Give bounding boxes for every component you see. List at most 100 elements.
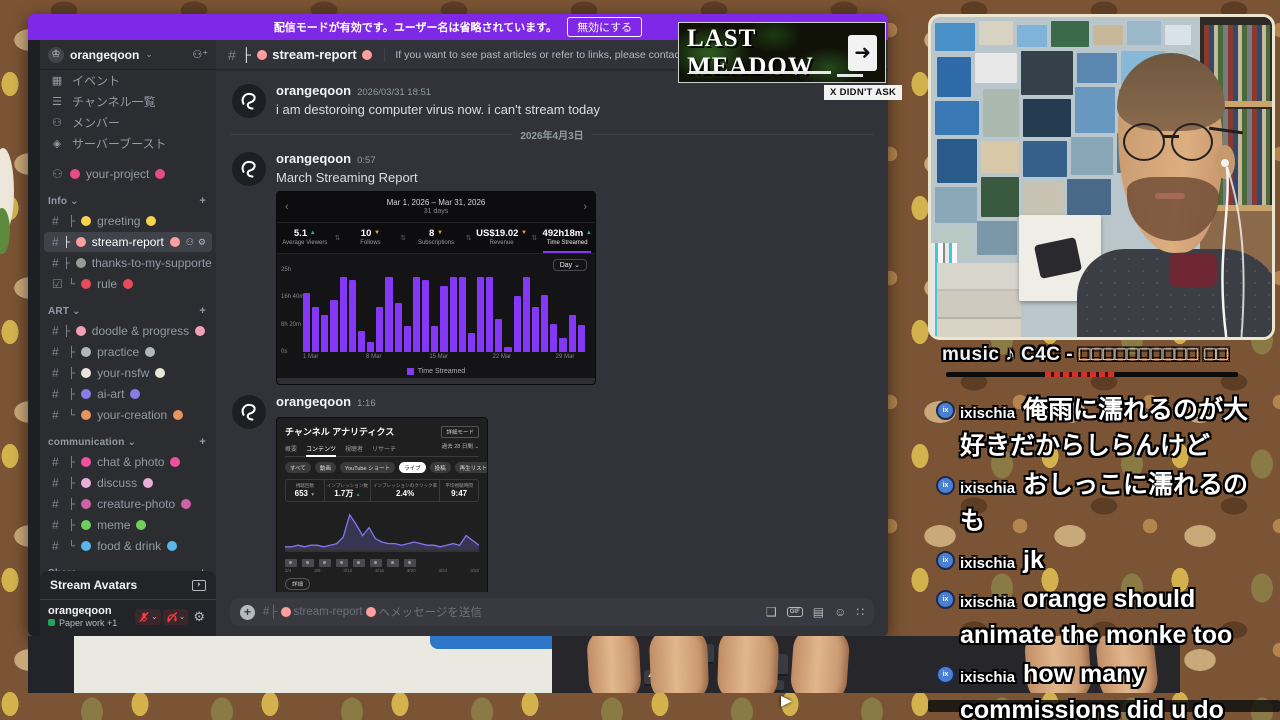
yt-tab-コンテンツ[interactable]: コンテンツ <box>306 444 337 457</box>
sticker-icon[interactable]: ▤ <box>812 605 825 619</box>
yt-tab-リサーチ[interactable]: リサーチ <box>372 447 397 453</box>
bar-23-Mar[interactable] <box>504 347 512 352</box>
twitch-stat-revenue[interactable]: US$19.02 ▼ Revenue <box>474 223 530 253</box>
channel-greeting[interactable]: # ├ 🐣 greeting 🐣 <box>44 211 212 231</box>
bar-18-Mar[interactable] <box>458 276 466 352</box>
message-input-bar[interactable]: + #├🍑stream-report🍑へメッセージを送信 ❑ GIF ▤ ☺ ∷ <box>230 598 874 626</box>
channel-your-nsfw[interactable]: # ├ 🐏 your-nsfw 🐏 <box>44 363 212 383</box>
add-channel-icon[interactable]: + <box>199 436 206 448</box>
channel-chat-photo[interactable]: # ├ 🦩 chat & photo 🦩 <box>44 452 212 472</box>
bar-20-Mar[interactable] <box>476 276 485 352</box>
channel-your-creation[interactable]: # └ 🐵 your-creation 🐵 <box>44 405 212 425</box>
message-author[interactable]: orangeqoon <box>276 83 352 98</box>
apps-icon[interactable]: ∷ <box>856 605 864 619</box>
add-channel-icon[interactable]: + <box>199 305 206 317</box>
yt-chip-YouTube ショート[interactable]: YouTube ショート <box>339 462 396 473</box>
yt-video-thumb[interactable] <box>353 559 365 568</box>
twitch-stat-subscriptions[interactable]: 8 ▼ Subscriptions <box>408 223 464 253</box>
yt-chip-投稿[interactable]: 投稿 <box>429 462 451 473</box>
channel-creature-photo[interactable]: # ├ 🐙 creature-photo 🐙 <box>44 494 212 514</box>
yt-range-select[interactable]: 過去 28 日間 ⌄ <box>441 444 479 450</box>
yt-video-thumb[interactable] <box>336 559 348 568</box>
last-meadow-banner[interactable]: LAST MEADOW ➜ <box>678 22 886 83</box>
channel-doodle-progress[interactable]: #├ 🐷 doodle & progress 🐷 <box>44 321 212 341</box>
twitch-stat-time-streamed[interactable]: 492h18m ▲ Time Streamed <box>539 223 595 253</box>
attach-plus-icon[interactable]: + <box>240 604 255 620</box>
section-header-Info[interactable]: Info ⌄ + <box>40 192 216 210</box>
yt-chip-再生リスト[interactable]: 再生リスト <box>454 462 487 473</box>
yt-chip-すべて[interactable]: すべて <box>285 462 311 473</box>
yt-tab-視聴者[interactable]: 視聴者 <box>345 447 364 453</box>
section-header-ART[interactable]: ART ⌄ + <box>40 302 216 320</box>
bar-30-Mar[interactable] <box>568 314 576 352</box>
bar-1-Mar[interactable] <box>303 292 311 352</box>
channel-food-drink[interactable]: # └ 🧃 food & drink 🧃 <box>44 536 212 556</box>
bar-17-Mar[interactable] <box>449 276 457 352</box>
yt-advanced-mode-button[interactable]: 詳細モード <box>441 425 479 438</box>
person-plus-icon[interactable]: ⚇ <box>185 236 194 247</box>
yt-tab-概要[interactable]: 概要 <box>285 447 298 453</box>
sidebar-item-サーバーブースト[interactable]: ◈ サーバーブースト <box>40 133 216 154</box>
yt-chip-ライブ[interactable]: ライブ <box>399 462 426 473</box>
bar-31-Mar[interactable] <box>577 324 585 352</box>
bar-8-Mar[interactable] <box>367 342 375 352</box>
avatar[interactable] <box>232 84 266 118</box>
add-channel-icon[interactable]: + <box>199 195 206 207</box>
yt-video-thumb[interactable] <box>319 559 331 568</box>
yt-video-thumb[interactable] <box>302 559 314 568</box>
yt-chip-動画[interactable]: 動画 <box>314 462 336 473</box>
sidebar-item-メンバー[interactable]: ⚇ メンバー <box>40 112 216 133</box>
bar-21-Mar[interactable] <box>486 276 494 352</box>
chevron-down-icon[interactable]: ⌄ <box>178 612 186 621</box>
play-icon[interactable]: ▶ <box>781 692 792 708</box>
interval-select[interactable]: Day ⌄ <box>552 259 587 271</box>
bar-4-Mar[interactable] <box>330 300 338 352</box>
channel-thanks-to-my-supporters[interactable]: #├ 🐑 thanks-to-my-supporters <box>44 253 212 273</box>
bar-16-Mar[interactable] <box>440 286 448 352</box>
channel-your-project[interactable]: ⚇ 🎈 your-project 🎈 <box>44 164 212 184</box>
channel-practice[interactable]: # ├ 🕊 practice 🕊 <box>44 342 212 362</box>
bar-3-Mar[interactable] <box>321 314 329 352</box>
yt-video-thumb[interactable] <box>370 559 382 568</box>
prev-arrow-icon[interactable]: ‹ <box>285 201 289 213</box>
bar-26-Mar[interactable] <box>531 306 540 352</box>
chevron-down-icon[interactable]: ⌄ <box>150 612 158 621</box>
avatar[interactable] <box>232 152 266 186</box>
server-header[interactable]: ♔ orangeqoon ⌄ ⚇⁺ <box>40 40 216 70</box>
twitch-stat-follows[interactable]: 10 ▼ Follows <box>343 223 399 253</box>
user-settings-gear-icon[interactable]: ⚙ <box>193 608 205 624</box>
message-author[interactable]: orangeqoon <box>276 394 352 409</box>
bar-24-Mar[interactable] <box>513 296 521 352</box>
bar-29-Mar[interactable] <box>559 337 567 352</box>
section-header-communication[interactable]: communication ⌄ + <box>40 433 216 451</box>
channel-rule[interactable]: ☑ └ 💔 rule 💔 <box>44 274 212 294</box>
twitch-stats-image[interactable]: ‹ Mar 1, 2026 – Mar 31, 2026 31 days › 5… <box>276 191 596 385</box>
user-info[interactable]: orangeqoon Paper work +1 <box>48 605 117 628</box>
invite-people-icon[interactable]: ⚇⁺ <box>192 49 208 61</box>
deafen-muted-button[interactable]: ⌄ <box>162 608 189 625</box>
yt-detail-button[interactable]: 詳細 <box>285 578 311 591</box>
bar-19-Mar[interactable] <box>467 332 475 352</box>
channel-meme[interactable]: # ├ 🥒 meme 🥒 <box>44 515 212 535</box>
channel-ai-art[interactable]: # ├ 🎒 ai-art 🎒 <box>44 384 212 404</box>
gear-icon[interactable]: ⚙ <box>197 236 206 247</box>
channel-discuss[interactable]: # ├ 👻 discuss 👻 <box>44 473 212 493</box>
bar-25-Mar[interactable] <box>522 276 530 352</box>
channel-stream-report[interactable]: #├ 🍑 stream-report 🍑 ⚇⚙ <box>44 232 212 252</box>
sidebar-item-イベント[interactable]: ▦ イベント <box>40 70 216 91</box>
screenshare-icon[interactable]: ⏵ <box>192 579 206 591</box>
sidebar-item-チャンネル一覧[interactable]: ☰ チャンネル一覧 <box>40 91 216 112</box>
activity-card[interactable]: Stream Avatars ⏵ <box>40 571 216 601</box>
bar-10-Mar[interactable] <box>385 276 393 352</box>
bar-7-Mar[interactable] <box>357 331 366 352</box>
bar-9-Mar[interactable] <box>376 306 384 352</box>
bar-27-Mar[interactable] <box>541 294 549 352</box>
gift-icon[interactable]: ❑ <box>765 605 777 619</box>
bar-6-Mar[interactable] <box>348 279 356 352</box>
next-arrow-icon[interactable]: › <box>583 201 587 213</box>
server-rail[interactable] <box>28 40 40 636</box>
yt-video-thumb[interactable] <box>285 559 297 568</box>
gif-icon[interactable]: GIF <box>786 607 803 617</box>
promo-arrow-button[interactable]: ➜ <box>848 34 877 71</box>
disable-streamer-mode-button[interactable]: 無効にする <box>567 17 643 37</box>
